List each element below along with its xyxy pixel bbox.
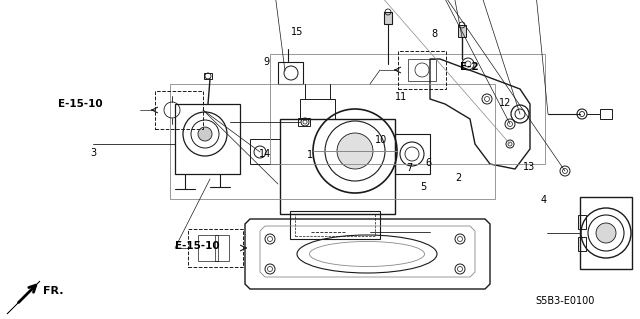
Bar bbox=[578, 215, 586, 229]
Bar bbox=[408, 59, 436, 81]
Text: 5: 5 bbox=[420, 182, 426, 192]
Bar bbox=[175, 104, 240, 174]
Bar bbox=[215, 235, 229, 261]
Text: FR.: FR. bbox=[43, 286, 63, 296]
Text: 8: 8 bbox=[431, 29, 437, 39]
Text: 9: 9 bbox=[263, 57, 269, 67]
Text: 12: 12 bbox=[499, 98, 511, 108]
Text: 3: 3 bbox=[90, 148, 96, 158]
Text: 4: 4 bbox=[541, 195, 547, 205]
Bar bbox=[300, 99, 335, 119]
Text: E-2: E-2 bbox=[460, 62, 479, 72]
Bar bbox=[270, 54, 545, 164]
Circle shape bbox=[198, 127, 212, 141]
Polygon shape bbox=[7, 281, 40, 314]
Bar bbox=[198, 235, 218, 261]
Bar bbox=[278, 62, 303, 84]
Text: 7: 7 bbox=[406, 163, 412, 173]
Text: 14: 14 bbox=[259, 149, 271, 159]
Bar bbox=[188, 229, 243, 267]
Text: 15: 15 bbox=[291, 27, 303, 37]
Text: E-15-10: E-15-10 bbox=[175, 241, 220, 251]
Bar bbox=[395, 134, 430, 174]
Text: 1: 1 bbox=[307, 150, 313, 160]
Bar bbox=[600, 109, 612, 119]
Bar bbox=[280, 119, 395, 214]
Bar bbox=[290, 211, 380, 239]
Bar bbox=[398, 51, 446, 89]
Bar bbox=[580, 197, 632, 269]
Bar bbox=[298, 118, 310, 126]
Bar bbox=[384, 12, 392, 24]
Bar bbox=[578, 237, 586, 251]
Text: 13: 13 bbox=[523, 162, 535, 172]
Bar bbox=[204, 73, 212, 79]
Bar bbox=[250, 139, 280, 164]
Text: S5B3-E0100: S5B3-E0100 bbox=[536, 296, 595, 306]
Text: E-15-10: E-15-10 bbox=[58, 99, 103, 109]
Bar bbox=[170, 84, 495, 199]
Bar bbox=[295, 214, 375, 236]
Text: 6: 6 bbox=[425, 158, 431, 168]
Text: 10: 10 bbox=[375, 135, 387, 145]
Circle shape bbox=[596, 223, 616, 243]
Bar bbox=[155, 91, 203, 129]
Bar bbox=[458, 25, 466, 37]
Circle shape bbox=[337, 133, 373, 169]
Text: 11: 11 bbox=[395, 92, 407, 102]
Text: 2: 2 bbox=[455, 173, 461, 183]
